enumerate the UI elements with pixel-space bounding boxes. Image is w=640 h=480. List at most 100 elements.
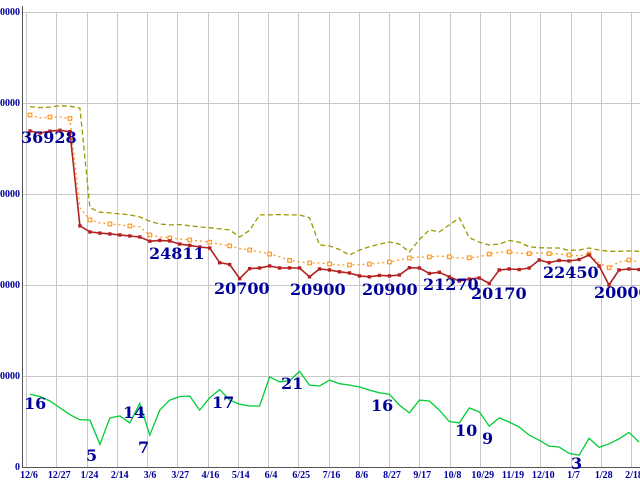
x-tick-label: 1/28 [595, 470, 613, 480]
filled-square-marker [88, 230, 92, 234]
value-annotation: 20900 [290, 280, 346, 299]
filled-square-marker [627, 267, 631, 271]
filled-square-marker [417, 266, 422, 270]
value-annotation: 10 [455, 421, 477, 440]
open-square-marker [466, 255, 472, 261]
x-tick-label: 1/24 [81, 470, 99, 480]
filled-square-marker [217, 261, 222, 265]
series-upper-dashed-olive [29, 105, 640, 256]
filled-square-marker [58, 128, 62, 132]
filled-square-marker [118, 233, 122, 237]
x-tick-label: 12/6 [20, 470, 38, 480]
open-square-marker [426, 254, 432, 260]
open-square-marker [606, 265, 612, 271]
x-tick-label: 5/14 [232, 470, 250, 480]
filled-square-marker [237, 276, 242, 281]
value-annotation: 9 [482, 429, 493, 448]
open-square-marker [147, 232, 153, 238]
open-square-marker [566, 252, 572, 258]
filled-square-marker [477, 276, 481, 280]
value-annotation: 24811 [149, 244, 205, 263]
filled-square-marker [467, 277, 471, 281]
open-square-marker [167, 235, 173, 241]
open-square-marker [486, 251, 492, 257]
series-lower-solid-red-markers [28, 128, 640, 287]
value-annotation: 3 [571, 454, 582, 473]
filled-square-marker [168, 239, 172, 243]
y-tick-label: 20000 [0, 280, 20, 291]
open-square-marker [207, 239, 213, 245]
filled-square-marker [487, 281, 491, 286]
filled-square-marker [597, 264, 601, 268]
value-annotation: 21270 [423, 275, 479, 294]
filled-square-marker [198, 245, 202, 249]
filled-square-marker [188, 243, 192, 248]
filled-square-marker [337, 270, 342, 274]
value-annotation: 36928 [21, 128, 77, 147]
filled-square-marker [317, 267, 322, 271]
filled-square-marker [68, 129, 72, 134]
y-tick-label: 10000 [0, 371, 20, 382]
value-annotation: 21 [281, 374, 303, 393]
value-annotation: 22450 [543, 263, 599, 282]
x-tick-label: 2/18 [625, 470, 640, 480]
filled-square-marker [307, 275, 312, 279]
value-annotation: 17 [212, 393, 234, 412]
filled-square-marker [547, 261, 551, 265]
x-tick-label: 3/27 [171, 470, 189, 480]
y-tick-label: 30000 [0, 189, 20, 200]
open-square-marker [227, 243, 233, 249]
value-annotation: 20000 [594, 283, 640, 302]
filled-square-marker [527, 266, 531, 270]
value-annotation: 14 [123, 403, 145, 422]
x-tick-label: 1/7 [567, 470, 580, 480]
open-square-marker [347, 262, 352, 268]
value-annotation: 16 [24, 394, 46, 413]
filled-square-marker [48, 129, 52, 133]
open-square-marker [247, 247, 253, 253]
filled-square-marker [297, 266, 302, 270]
filled-square-marker [227, 262, 232, 267]
filled-square-marker [277, 266, 282, 270]
filled-square-marker [128, 234, 132, 238]
open-square-marker [626, 257, 632, 263]
filled-square-marker [457, 279, 461, 283]
filled-square-marker [327, 268, 332, 272]
open-square-marker [406, 255, 412, 261]
open-square-marker [387, 259, 392, 265]
x-tick-label: 2/14 [111, 470, 129, 480]
x-tick-label: 8/27 [383, 470, 401, 480]
filled-square-marker [38, 131, 42, 135]
open-square-marker [187, 237, 193, 243]
filled-square-marker [577, 257, 581, 262]
filled-square-marker [567, 259, 571, 263]
filled-square-marker [607, 283, 611, 287]
open-square-marker [127, 223, 133, 229]
open-square-marker [87, 217, 93, 223]
filled-square-marker [367, 275, 372, 279]
series-bottom-count-green-line [29, 370, 640, 456]
series-upper-dashed-olive-line [29, 105, 640, 256]
open-square-marker [67, 116, 73, 121]
filled-square-marker [347, 271, 352, 275]
filled-square-marker [357, 274, 362, 278]
series-bottom-count-green [29, 370, 640, 456]
filled-square-marker [407, 266, 412, 270]
x-tick-label: 4/16 [202, 470, 220, 480]
filled-square-marker [397, 273, 402, 277]
filled-square-marker [637, 267, 640, 272]
open-square-marker [546, 251, 552, 257]
value-annotation: 20900 [362, 280, 418, 299]
filled-square-marker [98, 231, 102, 235]
filled-square-marker [267, 264, 272, 268]
value-annotation: 7 [138, 438, 149, 457]
filled-square-marker [387, 274, 392, 278]
filled-square-marker [447, 275, 452, 279]
x-tick-label: 6/4 [265, 470, 278, 480]
filled-square-marker [148, 239, 152, 243]
filled-square-marker [208, 246, 212, 250]
open-square-marker [267, 251, 273, 257]
